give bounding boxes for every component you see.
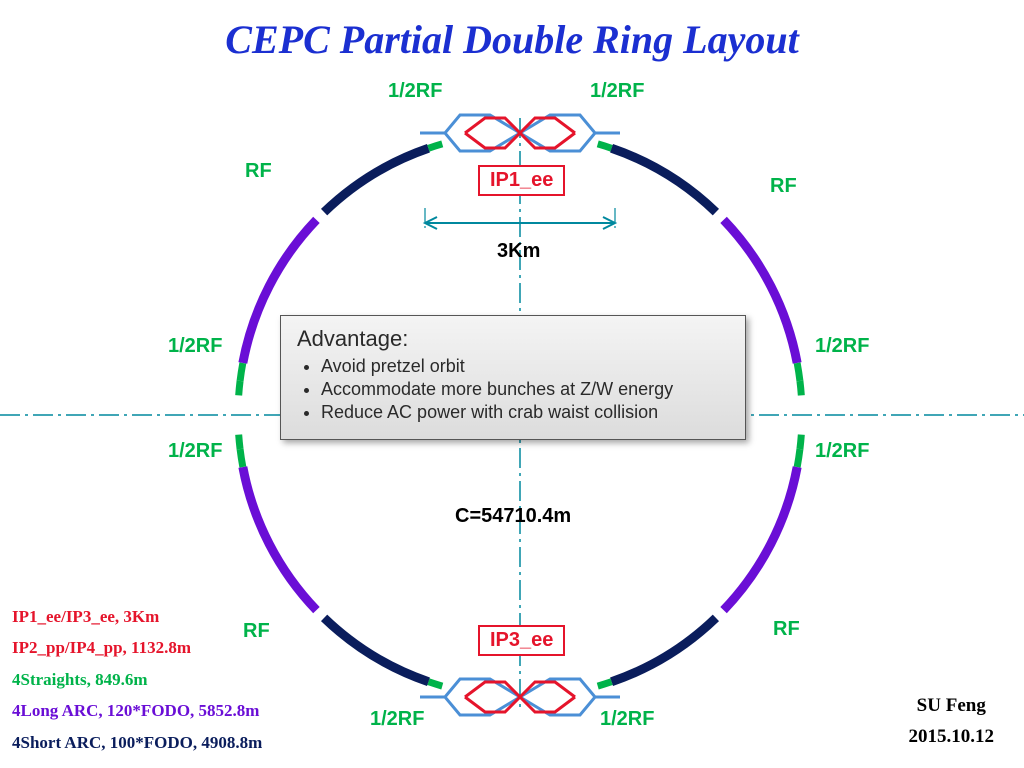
legend: IP1_ee/IP3_ee, 3Km IP2_pp/IP4_pp, 1132.8… bbox=[12, 601, 262, 758]
label-rf-br: RF bbox=[773, 618, 800, 641]
label-halfrf-tl: 1/2RF bbox=[388, 80, 442, 103]
label-halfrf-r1: 1/2RF bbox=[815, 335, 869, 358]
label-halfrf-br: 1/2RF bbox=[600, 708, 654, 731]
advantage-list: Avoid pretzel orbit Accommodate more bun… bbox=[297, 356, 729, 423]
author-date: 2015.10.12 bbox=[909, 722, 995, 752]
legend-item: IP1_ee/IP3_ee, 3Km bbox=[12, 601, 262, 632]
label-rf-tl: RF bbox=[245, 160, 272, 183]
label-halfrf-tr: 1/2RF bbox=[590, 80, 644, 103]
advantage-item: Accommodate more bunches at Z/W energy bbox=[321, 379, 729, 400]
advantage-box: Advantage: Avoid pretzel orbit Accommoda… bbox=[280, 315, 746, 440]
label-halfrf-l2: 1/2RF bbox=[168, 440, 222, 463]
label-halfrf-r2: 1/2RF bbox=[815, 440, 869, 463]
legend-item: 4Straights, 849.6m bbox=[12, 664, 262, 695]
label-halfrf-bl: 1/2RF bbox=[370, 708, 424, 731]
advantage-item: Reduce AC power with crab waist collisio… bbox=[321, 402, 729, 423]
dist-label: 3Km bbox=[497, 240, 540, 263]
legend-item: 4Long ARC, 120*FODO, 5852.8m bbox=[12, 695, 262, 726]
ip1-label: IP1_ee bbox=[478, 165, 565, 196]
legend-item: IP2_pp/IP4_pp, 1132.8m bbox=[12, 632, 262, 663]
circumference-label: C=54710.4m bbox=[455, 505, 571, 528]
label-rf-tr: RF bbox=[770, 175, 797, 198]
author-block: SU Feng 2015.10.12 bbox=[909, 691, 995, 752]
legend-item: 4Short ARC, 100*FODO, 4908.8m bbox=[12, 727, 262, 758]
advantage-title: Advantage: bbox=[297, 326, 729, 352]
ip3-label: IP3_ee bbox=[478, 625, 565, 656]
author-name: SU Feng bbox=[909, 691, 995, 721]
advantage-item: Avoid pretzel orbit bbox=[321, 356, 729, 377]
label-halfrf-l1: 1/2RF bbox=[168, 335, 222, 358]
